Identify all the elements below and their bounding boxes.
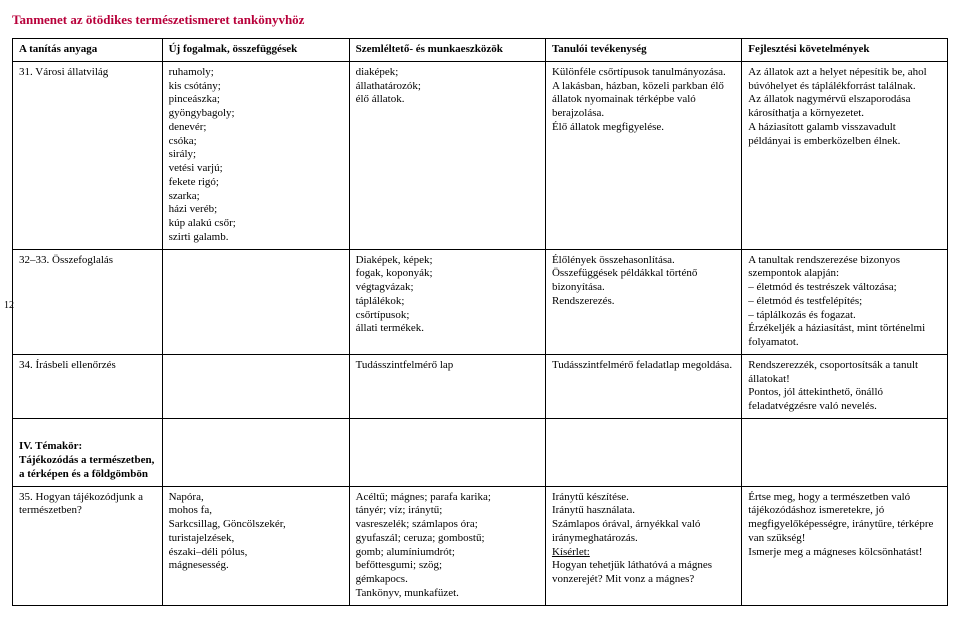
table-row: 34. Írásbeli ellenőrzés Tudásszintfelmérő… [13,354,948,418]
page-number: 12 [4,300,14,311]
cell-requirements: Értse meg, hogy a természetben való tájé… [742,486,948,605]
cell-tools: diaképek; állathatározók; élő állatok. [349,61,545,249]
section-empty [349,436,545,486]
spacer-row [13,418,948,436]
cell-concepts [162,249,349,354]
col-header-concepts: Új fogalmak, összefüggések [162,39,349,62]
cell-activity: Különféle csőrtípusok tanulmányozása. A … [545,61,741,249]
cell-requirements: Rendszerezzék, csoportosítsák a tanult á… [742,354,948,418]
cell-tools: Tudásszintfelmérő lap [349,354,545,418]
col-header-activity: Tanulói tevékenység [545,39,741,62]
cell-topic: 32–33. Összefoglalás [13,249,163,354]
col-header-requirements: Fejlesztési követelmények [742,39,948,62]
cell-requirements: Az állatok azt a helyet népesítik be, ah… [742,61,948,249]
section-empty [545,436,741,486]
section-empty [162,436,349,486]
activity-kiserlet-label: Kísérlet: [552,546,590,558]
cell-topic: 34. Írásbeli ellenőrzés [13,354,163,418]
cell-activity: Iránytű készítése. Iránytű használata. S… [545,486,741,605]
cell-topic: 35. Hogyan tájékozódjunk a természetben? [13,486,163,605]
table-header-row: A tanítás anyaga Új fogalmak, összefüggé… [13,39,948,62]
cell-activity: Élőlények összehasonlítása. Összefüggése… [545,249,741,354]
section-row: IV. Témakör: Tájékozódás a természetben,… [13,436,948,486]
cell-activity: Tudásszintfelmérő feladatlap megoldása. [545,354,741,418]
table-row: 31. Városi állatvilágruhamoly; kis csótá… [13,61,948,249]
col-header-tools: Szemléltető- és munkaeszközök [349,39,545,62]
cell-concepts: ruhamoly; kis csótány; pinceászka; gyöng… [162,61,349,249]
cell-requirements: A tanultak rendszerezése bizonyos szempo… [742,249,948,354]
activity-text-post: Hogyan tehetjük láthatóvá a mágnes vonze… [552,559,712,585]
col-header-topic: A tanítás anyaga [13,39,163,62]
section-empty [742,436,948,486]
cell-concepts [162,354,349,418]
cell-tools: Diaképek, képek; fogak, koponyák; végtag… [349,249,545,354]
cell-tools: Acéltű; mágnes; parafa karika; tányér; v… [349,486,545,605]
cell-concepts: Napóra, mohos fa, Sarkcsillag, Göncölsze… [162,486,349,605]
section-title: IV. Témakör: Tájékozódás a természetben,… [13,436,163,486]
table-row: 32–33. Összefoglalás Diaképek, képek; fog… [13,249,948,354]
table-row: 35. Hogyan tájékozódjunk a természetben?… [13,486,948,605]
page-title: Tanmenet az ötödikes természetismeret ta… [12,12,948,28]
curriculum-table: A tanítás anyaga Új fogalmak, összefüggé… [12,38,948,606]
activity-text-pre: Iránytű készítése. Iránytű használata. S… [552,491,700,544]
cell-topic: 31. Városi állatvilág [13,61,163,249]
